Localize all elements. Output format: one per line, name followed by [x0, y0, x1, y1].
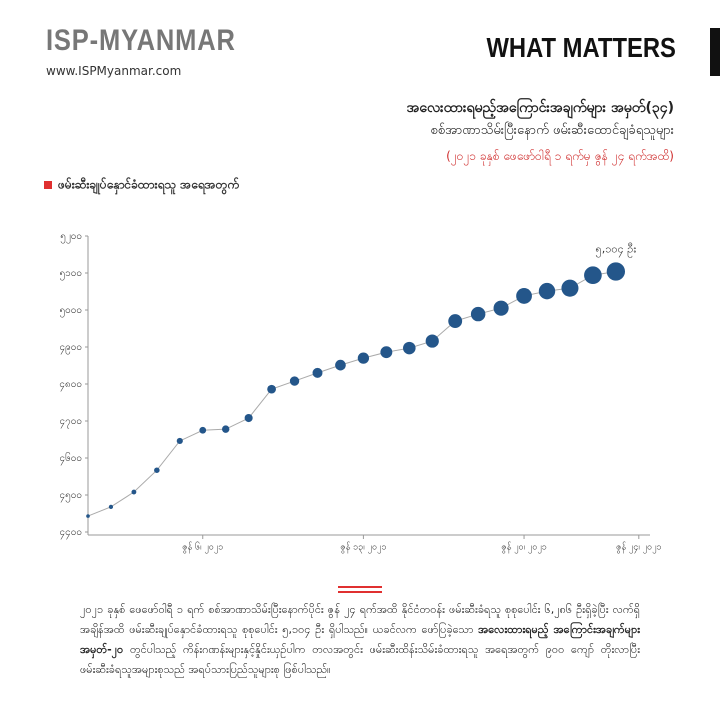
point: [516, 288, 532, 304]
point: [131, 489, 137, 495]
y-tick-label: ၄၇၀၀: [60, 416, 83, 429]
point: [312, 367, 323, 378]
annotation: ၅,၁၀၄ ဦး: [596, 243, 637, 258]
point: [154, 467, 160, 473]
point: [199, 426, 207, 434]
point: [606, 262, 626, 281]
x-tick-label: ဇွန် ၂၄၊ ၂၀၂၁: [616, 542, 662, 554]
y-tick-label: ၄၈၀၀: [59, 379, 82, 392]
chart-period: (၂၀၂၁ ခုနှစ် ဖေဖော်ဝါရီ ၁ ရက်မှ ဇွန် ၂၄ …: [446, 149, 674, 163]
y-tick-label: ၄၅၀၀: [60, 490, 83, 503]
point: [357, 352, 370, 364]
y-tick-label: ၄၉၀၀: [60, 342, 83, 355]
point: [244, 414, 253, 423]
chart-subtitle: စစ်အာဏာသိမ်းပြီးနောက် ဖမ်းဆီးထောင်ချခံရသ…: [430, 123, 674, 138]
y-tick-label: ၅၂၀၀: [60, 231, 82, 244]
point: [380, 346, 393, 359]
x-tick-label: ဇွန် ၁၃၊ ၂၀၂၁: [340, 542, 386, 554]
point: [289, 376, 300, 386]
y-tick-label: ၄၆၀၀: [60, 451, 83, 466]
x-tick-label: ဇွန် ၂၀၊ ၂၀၂၁: [501, 542, 547, 554]
x-tick-label: ဇွန် ၆၊ ၂၀၂၁: [182, 542, 223, 554]
point: [335, 359, 346, 371]
footer-text: ၂၀၂၁ ခုနှစ် ဖေဖော်ဝါရီ ၁ ရက် စစ်အာဏာသိမ်…: [80, 600, 640, 680]
point: [221, 425, 230, 433]
legend-label: ဖမ်းဆီးချုပ်နှောင်ခံထားရသူ အရေအတွက်: [57, 176, 239, 196]
footer-bold: အလေးထားရမည့် အကြောင်းအချက်များ အမှတ်-၂၀: [80, 623, 640, 656]
url: www.ISPMyanmar.com: [46, 64, 182, 78]
point: [403, 341, 416, 355]
point: [448, 314, 463, 329]
line: [87, 271, 616, 517]
section-title: WHAT MATTERS: [486, 32, 676, 63]
point: [425, 334, 439, 348]
point: [561, 279, 579, 297]
brand: ISP-MYANMAR: [46, 24, 236, 57]
footer-part: တွင်ပါသည့် ကိန်းဂဏန်းများနှင့်နှိုင်းယှဉ…: [80, 643, 640, 676]
point: [584, 266, 602, 285]
legend-swatch: [44, 181, 52, 189]
y-tick-label: ၄၄၀၀: [60, 527, 83, 540]
y-tick-label: ၅၀၀၀: [60, 305, 83, 318]
y-tick-label: ၅၁၀၀: [60, 268, 83, 281]
point: [538, 282, 556, 300]
footer-part: ၂၀၂၁ ခုနှစ် ဖေဖော်ဝါရီ ၁ ရက် စစ်အာဏာသိမ်…: [80, 603, 640, 636]
point: [176, 437, 183, 445]
chart-title: အလေးထားရမည့်အကြောင်းအချက်များ အမှတ်(၃၄): [406, 100, 674, 116]
point: [493, 300, 509, 316]
point: [108, 504, 114, 509]
point: [86, 514, 90, 518]
side-bar: [710, 28, 720, 76]
point: [470, 306, 486, 322]
point: [267, 384, 276, 394]
